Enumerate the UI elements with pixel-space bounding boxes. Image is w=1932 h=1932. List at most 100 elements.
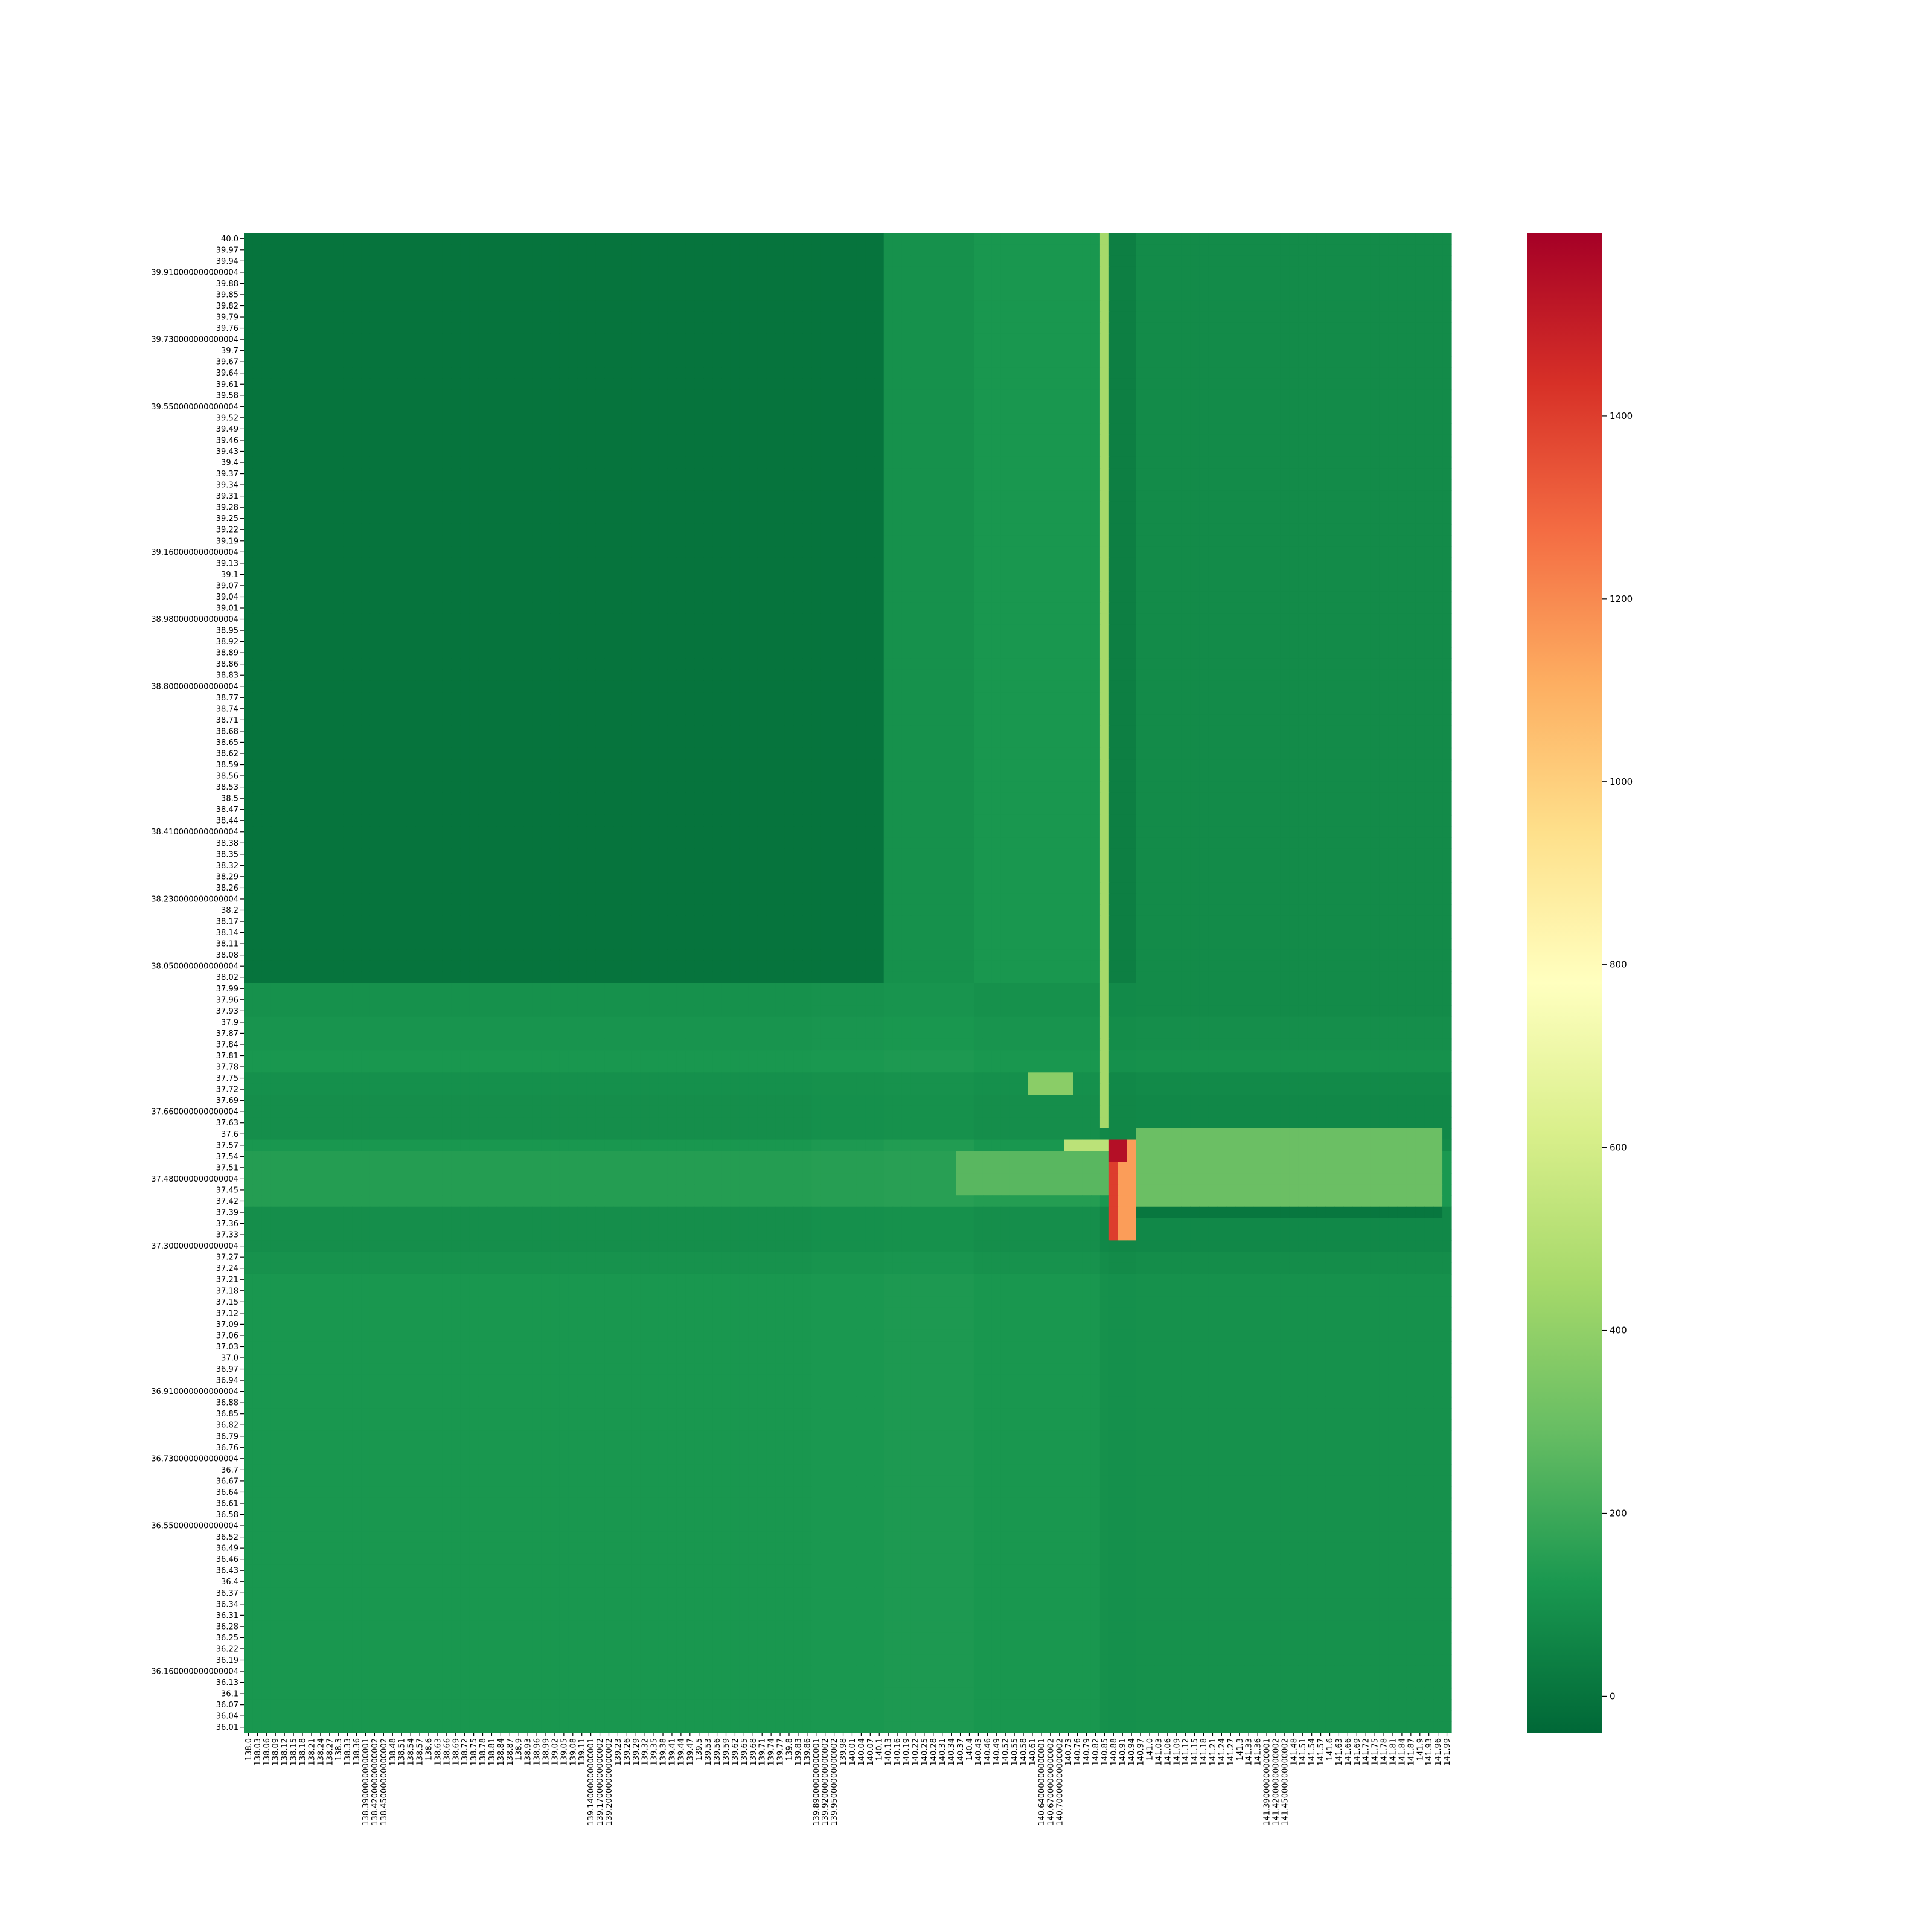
heatmap-cell	[451, 423, 461, 435]
heatmap-cell	[1055, 401, 1064, 412]
heatmap-cell	[388, 356, 398, 368]
heatmap-cell	[1181, 468, 1191, 479]
heatmap-cell	[514, 636, 524, 647]
heatmap-cell	[1199, 446, 1209, 457]
heatmap-cell	[550, 356, 560, 368]
heatmap-cell	[947, 558, 956, 569]
heatmap-cell	[289, 490, 299, 502]
heatmap-cell	[1244, 468, 1254, 479]
heatmap-cell	[451, 390, 461, 401]
heatmap-cell	[1334, 255, 1344, 267]
heatmap-cell	[487, 300, 497, 312]
heatmap-cell	[857, 322, 866, 334]
heatmap-cell	[1037, 367, 1046, 379]
heatmap-cell	[1145, 546, 1155, 558]
heatmap-cell	[820, 278, 830, 289]
heatmap-cell	[983, 255, 993, 267]
heatmap-cell	[992, 345, 1002, 356]
heatmap-cell	[641, 603, 650, 614]
heatmap-cell	[406, 446, 416, 457]
heatmap-cell	[424, 233, 434, 245]
heatmap-cell	[361, 289, 371, 301]
heatmap-cell	[1334, 423, 1344, 435]
heatmap-cell	[397, 502, 407, 513]
heatmap-cell	[1280, 300, 1290, 312]
heatmap-cell	[1380, 468, 1389, 479]
heatmap-cell	[613, 267, 623, 278]
heatmap-cell	[1109, 513, 1119, 524]
heatmap-cell	[1163, 613, 1172, 625]
heatmap-cell	[397, 468, 407, 479]
heatmap-cell	[1001, 603, 1011, 614]
heatmap-cell	[325, 255, 334, 267]
heatmap-cell	[325, 379, 334, 390]
heatmap-cell	[514, 603, 524, 614]
heatmap-cell	[893, 580, 903, 592]
heatmap-cell	[667, 334, 677, 345]
heatmap-cell	[424, 524, 434, 536]
heatmap-cell	[1046, 446, 1055, 457]
heatmap-cell	[1208, 233, 1218, 245]
heatmap-cell	[848, 558, 857, 569]
heatmap-cell	[361, 603, 371, 614]
heatmap-cell	[1172, 345, 1182, 356]
heatmap-cell	[1136, 312, 1146, 323]
heatmap-cell	[929, 245, 938, 256]
heatmap-cell	[415, 379, 425, 390]
heatmap-cell	[1380, 435, 1389, 446]
heatmap-cell	[992, 524, 1002, 536]
heatmap-cell	[1226, 334, 1236, 345]
heatmap-cell	[866, 613, 875, 625]
heatmap-cell	[334, 379, 344, 390]
heatmap-cell	[632, 379, 641, 390]
heatmap-cell	[334, 278, 344, 289]
heatmap-cell	[542, 255, 551, 267]
heatmap-cell	[920, 569, 929, 580]
heatmap-cell	[767, 625, 776, 636]
heatmap-cell	[1352, 390, 1362, 401]
heatmap-cell	[1010, 580, 1020, 592]
heatmap-cell	[1127, 591, 1137, 603]
heatmap-cell	[397, 558, 407, 569]
heatmap-cell	[253, 524, 263, 536]
heatmap-cell	[785, 334, 795, 345]
heatmap-cell	[1334, 401, 1344, 412]
heatmap-cell	[1172, 446, 1182, 457]
heatmap-cell	[1190, 356, 1200, 368]
heatmap-cell	[604, 490, 614, 502]
heatmap-cell	[1190, 233, 1200, 245]
heatmap-cell	[487, 457, 497, 469]
heatmap-cell	[1118, 536, 1128, 547]
heatmap-cell	[424, 502, 434, 513]
heatmap-cell	[1289, 490, 1299, 502]
heatmap-cell	[839, 546, 848, 558]
heatmap-cell	[1073, 591, 1083, 603]
heatmap-cell	[379, 300, 389, 312]
heatmap-cell	[1217, 613, 1227, 625]
heatmap-cell	[1109, 435, 1119, 446]
heatmap-cell	[983, 300, 993, 312]
heatmap-cell	[632, 546, 641, 558]
heatmap-cell	[632, 390, 641, 401]
heatmap-cell	[1037, 603, 1046, 614]
heatmap-cell	[460, 636, 470, 647]
heatmap-cell	[893, 356, 903, 368]
heatmap-cell	[613, 569, 623, 580]
heatmap-cell	[1424, 267, 1434, 278]
heatmap-cell	[334, 647, 344, 659]
heatmap-cell	[533, 401, 542, 412]
heatmap-cell	[721, 334, 731, 345]
heatmap-cell	[820, 289, 830, 301]
heatmap-cell	[533, 345, 542, 356]
heatmap-cell	[731, 412, 740, 424]
heatmap-cell	[1217, 513, 1227, 524]
heatmap-cell	[1172, 379, 1182, 390]
heatmap-cell	[1100, 613, 1110, 625]
heatmap-cell	[550, 580, 560, 592]
heatmap-cell	[910, 267, 920, 278]
heatmap-cell	[839, 356, 848, 368]
heatmap-cell	[487, 468, 497, 479]
heatmap-cell	[595, 367, 605, 379]
heatmap-cell	[604, 569, 614, 580]
heatmap-cell	[307, 569, 316, 580]
